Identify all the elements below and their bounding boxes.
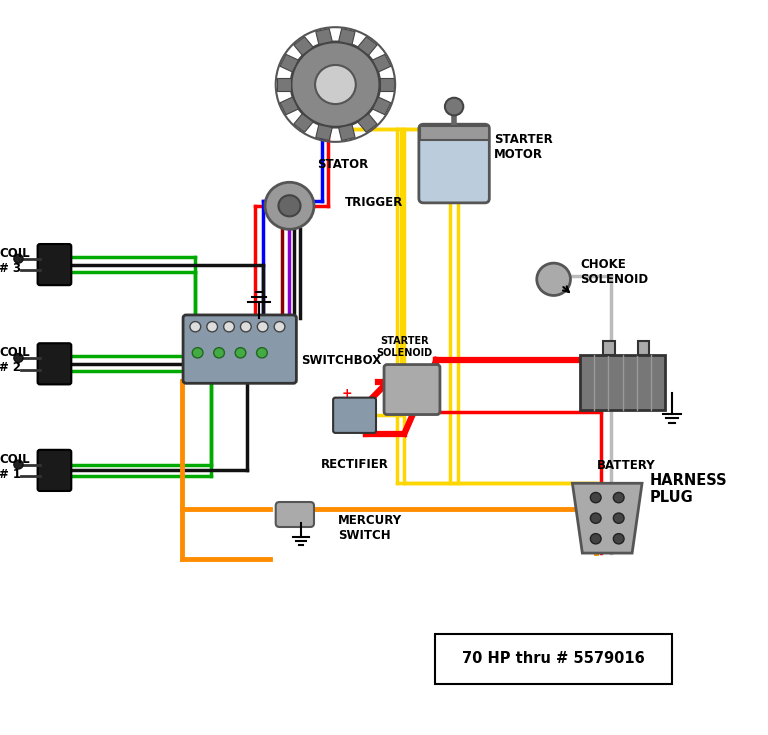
Circle shape bbox=[614, 513, 624, 523]
Circle shape bbox=[445, 98, 463, 115]
Polygon shape bbox=[358, 114, 377, 132]
Text: 70 HP thru # 5579016: 70 HP thru # 5579016 bbox=[462, 651, 645, 666]
Polygon shape bbox=[380, 78, 394, 91]
FancyBboxPatch shape bbox=[384, 365, 440, 415]
Circle shape bbox=[274, 322, 285, 332]
Bar bbox=[604, 341, 615, 355]
Text: SWITCHBOX: SWITCHBOX bbox=[301, 354, 381, 367]
Circle shape bbox=[257, 348, 267, 358]
Text: HARNESS
PLUG: HARNESS PLUG bbox=[649, 473, 727, 505]
Text: COIL
# 2: COIL # 2 bbox=[0, 346, 30, 374]
Polygon shape bbox=[372, 97, 391, 115]
Polygon shape bbox=[293, 37, 313, 55]
Polygon shape bbox=[339, 29, 355, 44]
Circle shape bbox=[207, 322, 217, 332]
FancyBboxPatch shape bbox=[38, 450, 71, 491]
FancyBboxPatch shape bbox=[38, 343, 71, 384]
Circle shape bbox=[14, 254, 23, 263]
Polygon shape bbox=[572, 484, 642, 553]
Circle shape bbox=[591, 513, 601, 523]
Polygon shape bbox=[358, 37, 377, 55]
FancyBboxPatch shape bbox=[38, 244, 71, 285]
Circle shape bbox=[214, 348, 224, 358]
Circle shape bbox=[235, 348, 246, 358]
Circle shape bbox=[537, 263, 571, 295]
Text: STARTER
SOLENOID: STARTER SOLENOID bbox=[376, 336, 432, 358]
Circle shape bbox=[591, 492, 601, 503]
Circle shape bbox=[240, 322, 251, 332]
Circle shape bbox=[279, 196, 300, 216]
Bar bbox=[581, 355, 664, 410]
FancyBboxPatch shape bbox=[419, 126, 488, 140]
Text: COIL
# 3: COIL # 3 bbox=[0, 247, 30, 275]
Polygon shape bbox=[293, 114, 313, 132]
Circle shape bbox=[192, 348, 203, 358]
Circle shape bbox=[223, 322, 234, 332]
Bar bbox=[638, 341, 649, 355]
Circle shape bbox=[591, 534, 601, 544]
Circle shape bbox=[614, 534, 624, 544]
Circle shape bbox=[291, 42, 380, 127]
Text: BATTERY: BATTERY bbox=[597, 459, 656, 473]
FancyBboxPatch shape bbox=[183, 315, 296, 384]
Circle shape bbox=[257, 322, 268, 332]
Text: RECTIFIER: RECTIFIER bbox=[320, 458, 389, 471]
Text: STATOR: STATOR bbox=[317, 158, 369, 171]
Polygon shape bbox=[280, 97, 299, 115]
Circle shape bbox=[614, 492, 624, 503]
FancyBboxPatch shape bbox=[276, 502, 314, 527]
Text: COIL
# 1: COIL # 1 bbox=[0, 453, 30, 481]
Text: +: + bbox=[342, 387, 353, 400]
Polygon shape bbox=[277, 78, 291, 91]
Polygon shape bbox=[280, 54, 299, 72]
Bar bbox=[435, 634, 672, 684]
Text: CHOKE
SOLENOID: CHOKE SOLENOID bbox=[581, 258, 648, 286]
FancyBboxPatch shape bbox=[333, 398, 376, 433]
Polygon shape bbox=[316, 125, 333, 140]
Circle shape bbox=[265, 182, 314, 229]
Circle shape bbox=[190, 322, 200, 332]
Polygon shape bbox=[372, 54, 391, 72]
Polygon shape bbox=[339, 125, 355, 140]
Text: STARTER
MOTOR: STARTER MOTOR bbox=[494, 133, 553, 161]
Text: MERCURY
SWITCH: MERCURY SWITCH bbox=[338, 514, 402, 542]
Circle shape bbox=[14, 354, 23, 362]
Polygon shape bbox=[316, 29, 333, 44]
Circle shape bbox=[315, 65, 356, 104]
FancyBboxPatch shape bbox=[419, 124, 489, 203]
Circle shape bbox=[14, 460, 23, 469]
Text: TRIGGER: TRIGGER bbox=[345, 196, 403, 209]
